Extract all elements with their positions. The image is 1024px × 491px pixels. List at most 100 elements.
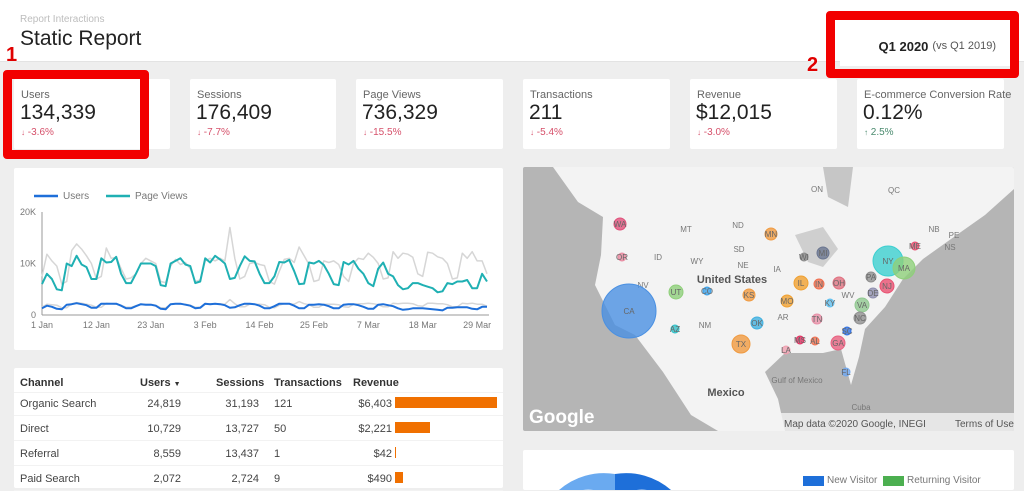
map-place-label: ID: [654, 253, 662, 262]
map-bubble-co[interactable]: CO: [701, 286, 713, 296]
series-line-page-views-previous-period-: [41, 226, 488, 285]
column-header-channel[interactable]: Channel: [20, 377, 64, 389]
revenue-bar: [395, 397, 497, 408]
map-place-label: NV: [637, 281, 649, 290]
map-bubble-pa[interactable]: PA: [865, 271, 877, 283]
bubble-circle[interactable]: [910, 241, 920, 251]
table-row[interactable]: Paid Search 2,072 2,724 9 $490: [14, 466, 503, 491]
bubble-circle[interactable]: [617, 252, 627, 262]
bubble-state-label: MA: [898, 264, 911, 273]
bubble-circle[interactable]: [830, 335, 846, 351]
bubble-circle[interactable]: [793, 275, 809, 291]
map-place-label: ND: [732, 221, 744, 230]
legend-returning-visitor: Returning Visitor: [907, 475, 981, 486]
map-place-label: Cuba: [851, 403, 871, 412]
map-bubble-mi[interactable]: MI: [816, 246, 830, 260]
bubble-circle[interactable]: [781, 345, 791, 355]
bubble-circle[interactable]: [865, 271, 877, 283]
bubble-circle[interactable]: [811, 313, 823, 325]
bubble-circle[interactable]: [750, 316, 764, 330]
bubble-circle[interactable]: [841, 367, 851, 377]
map-place-label: AR: [777, 313, 788, 322]
kpi-value: 211: [529, 101, 563, 124]
map-bubble-de[interactable]: DE: [867, 287, 879, 299]
bubble-state-label: CA: [623, 307, 635, 316]
map-bubble-il[interactable]: IL: [793, 275, 809, 291]
column-header-users[interactable]: Users ▼: [140, 377, 181, 389]
table-row[interactable]: Referral 8,559 13,437 1 $42: [14, 441, 503, 466]
bubble-circle[interactable]: [764, 227, 778, 241]
map-attribution: Map data ©2020 Google, INEGI: [784, 419, 926, 430]
map-bubble-wa[interactable]: WA: [613, 217, 627, 231]
bubble-circle[interactable]: [832, 276, 846, 290]
table-row[interactable]: Direct 10,729 13,727 50 $2,221: [14, 416, 503, 441]
bubble-circle[interactable]: [825, 298, 835, 308]
bubble-circle[interactable]: [670, 324, 680, 334]
map-bubble-ca[interactable]: CA: [601, 283, 657, 339]
map-bubble-fl[interactable]: FL: [841, 367, 851, 377]
cell-revenue: $42: [373, 448, 392, 460]
bubble-circle[interactable]: [780, 294, 794, 308]
map-bubble-ms[interactable]: MS: [794, 335, 806, 345]
kpi-change: ↓ -15.5%: [363, 127, 401, 138]
bubble-circle[interactable]: [867, 287, 879, 299]
map-bubble-ut[interactable]: UT: [668, 284, 684, 300]
bubble-circle[interactable]: [668, 284, 684, 300]
map-bubble-az[interactable]: AZ: [670, 324, 680, 334]
kpi-value: 176,409: [196, 101, 272, 124]
table-row[interactable]: Organic Search 24,819 31,193 121 $6,403: [14, 391, 503, 416]
map-bubble-ky[interactable]: KY: [825, 298, 836, 308]
bubble-circle[interactable]: [853, 311, 867, 325]
map-bubble-va[interactable]: VA: [854, 297, 870, 313]
map-place-label: NM: [699, 321, 712, 330]
map-bubble-in[interactable]: IN: [813, 278, 825, 290]
terms-of-use-link[interactable]: Terms of Use: [955, 419, 1014, 430]
bubble-circle[interactable]: [702, 286, 712, 296]
bubble-state-label: GA: [832, 339, 844, 348]
column-header-sessions[interactable]: Sessions: [216, 377, 265, 389]
bubble-state-label: OH: [833, 279, 845, 288]
bubble-circle[interactable]: [795, 335, 805, 345]
map-bubble-oh[interactable]: OH: [832, 276, 846, 290]
date-range-control[interactable]: Q1 2020 (vs Q1 2019): [840, 26, 1010, 66]
map-canvas[interactable]: ON QC NB PE NS MT ND SD ID WY NE IA NV United States N…: [523, 167, 1014, 431]
bubble-circle[interactable]: [879, 278, 895, 294]
column-header-revenue[interactable]: Revenue: [353, 377, 399, 389]
map-bubble-nj[interactable]: NJ: [879, 278, 895, 294]
column-header-transactions[interactable]: Transactions: [274, 377, 342, 389]
map-bubble-la[interactable]: LA: [781, 345, 792, 355]
map-bubble-sc[interactable]: SC: [841, 326, 853, 336]
bubble-circle[interactable]: [816, 246, 830, 260]
bubble-circle[interactable]: [613, 217, 627, 231]
bubble-circle[interactable]: [731, 334, 751, 354]
bubble-circle[interactable]: [601, 283, 657, 339]
map-bubble-ks[interactable]: KS: [742, 288, 756, 302]
map-bubble-me[interactable]: ME: [909, 241, 921, 251]
bubble-circle[interactable]: [813, 278, 825, 290]
map-bubble-ma[interactable]: MA: [892, 256, 916, 280]
map-bubble-nc[interactable]: NC: [853, 311, 867, 325]
map-bubble-tn[interactable]: TN: [811, 313, 823, 325]
map-bubble-mn[interactable]: MN: [764, 227, 778, 241]
bubble-circle[interactable]: [799, 252, 809, 262]
map-bubble-ok[interactable]: OK: [750, 316, 764, 330]
bubble-circle[interactable]: [892, 256, 916, 280]
cell-sessions: 13,437: [225, 448, 259, 460]
map-bubble-al[interactable]: AL: [810, 336, 820, 346]
x-tick-label: 25 Feb: [300, 320, 328, 330]
map-bubble-wi[interactable]: WI: [799, 252, 809, 262]
kpi-card-revenue: Revenue $12,015 ↓ -3.0%: [690, 79, 837, 149]
kpi-label: E-commerce Conversion Rate: [864, 89, 1012, 101]
map-bubble-or[interactable]: OR: [616, 252, 628, 262]
bubble-state-label: WA: [614, 220, 627, 229]
map-bubble-mo[interactable]: MO: [780, 294, 794, 308]
kpi-change-value: -7.7%: [203, 127, 230, 138]
bubble-state-label: DE: [867, 289, 878, 298]
map-bubble-tx[interactable]: TX: [731, 334, 751, 354]
map-place-label: WV: [842, 291, 856, 300]
bubble-circle[interactable]: [742, 288, 756, 302]
bubble-circle[interactable]: [810, 336, 820, 346]
map-bubble-ga[interactable]: GA: [830, 335, 846, 351]
bubble-circle[interactable]: [842, 326, 852, 336]
geo-map[interactable]: ON QC NB PE NS MT ND SD ID WY NE IA NV United States N…: [523, 167, 1014, 431]
